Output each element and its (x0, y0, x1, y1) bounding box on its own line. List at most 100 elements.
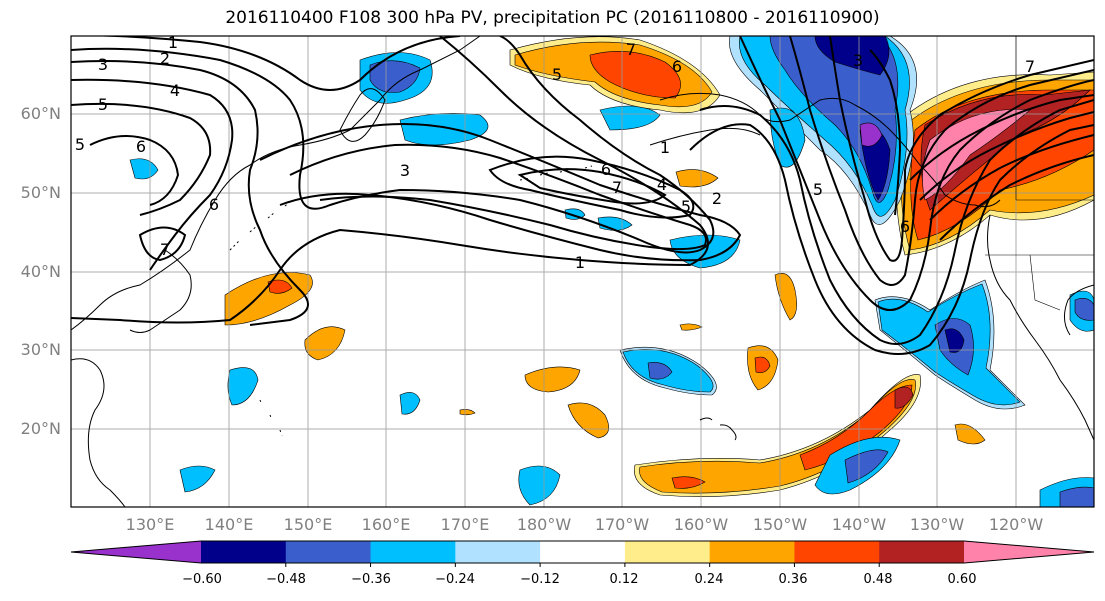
colorbar-tick-label: −0.36 (351, 572, 391, 587)
contour-label: 3 (400, 161, 410, 180)
contour-label: 4 (170, 81, 180, 100)
shade-positive-band (639, 379, 916, 494)
lon-label-120w: 120°W (988, 515, 1044, 534)
lat-label-20n: 20°N (20, 419, 61, 438)
pv-contour-ridge-1 (909, 94, 1094, 181)
shade-negative-sw-1 (227, 367, 259, 406)
coast-kuril (229, 199, 293, 251)
lon-label-180w: 180°W (516, 515, 572, 534)
map-frame (70, 35, 1095, 508)
pv-contour-jet-2 (289, 143, 707, 251)
shade-positive-max (922, 109, 1031, 201)
contour-label: 6 (900, 217, 910, 236)
shade-negative-south-1 (518, 465, 561, 506)
pv-contour-trough-1 (739, 36, 1094, 311)
colorbar-segment (709, 541, 795, 563)
lat-label-60n: 60°N (20, 104, 61, 123)
precip-shading (129, 36, 1094, 507)
contour-label: 1 (168, 33, 178, 52)
colorbar-extend-high (964, 541, 1094, 563)
contour-label: 5 (681, 197, 691, 216)
shade-negative-se-2 (1059, 486, 1094, 507)
contour-label: 4 (657, 175, 667, 194)
contour-label: 7 (626, 40, 636, 59)
contour-label: 2 (160, 49, 170, 68)
colorbar (70, 540, 1095, 567)
lon-label-160w: 160°W (673, 515, 729, 534)
contour-label: 7 (612, 178, 622, 197)
lon-label-140e: 140°E (204, 515, 254, 534)
shade-positive-small-jet (675, 169, 719, 188)
contour-label: 3 (853, 51, 863, 70)
colorbar-outline (70, 540, 1095, 564)
shade-negative-east-dark (944, 328, 965, 353)
shade-negative-east-2b (1074, 298, 1094, 321)
lon-label-150w: 150°W (752, 515, 808, 534)
colorbar-segment (370, 541, 456, 563)
pv-contour-trough-4 (869, 49, 902, 216)
contour-label: 7 (160, 240, 170, 259)
contour-label: 6 (672, 57, 682, 76)
shade-negative-hawaii-dark (647, 362, 673, 380)
contour-label: 5 (75, 135, 85, 154)
pv-contour-4 (71, 78, 234, 271)
colorbar-tick-label: −0.60 (182, 572, 222, 587)
pv-contour-jet-1 (259, 123, 742, 262)
contour-label: 2 (712, 189, 722, 208)
lon-label-130e: 130°E (125, 515, 175, 534)
lat-label-40n: 40°N (20, 262, 61, 281)
shade-positive-band-dark (894, 386, 914, 409)
coast-hawaii (699, 417, 737, 441)
lon-label-170e: 170°E (440, 515, 490, 534)
lon-label-160e: 160°E (361, 515, 411, 534)
shade-positive-central-1 (524, 366, 581, 393)
lon-label-150e: 150°E (283, 515, 333, 534)
colorbar-segment (201, 541, 287, 563)
shade-negative-west (129, 158, 159, 180)
contour-label: 6 (136, 137, 146, 156)
shade-positive-small-3 (679, 323, 703, 331)
contour-label: 6 (209, 195, 219, 214)
colorbar-tick-label: 0.60 (947, 572, 977, 587)
pv-contour-ridge-2 (919, 111, 1094, 201)
pv-contour-trough-6 (689, 123, 1094, 355)
contour-label: 1 (575, 253, 585, 272)
colorbar-tick-label: 0.12 (609, 572, 639, 587)
pv-contour-2 (71, 36, 715, 254)
colorbar-tick-label: 0.36 (778, 572, 808, 587)
lat-label-50n: 50°N (20, 183, 61, 202)
pv-contour-7 (138, 226, 187, 262)
map-title: 2016110400 F108 300 hPa PV, precipitatio… (225, 8, 880, 28)
contour-label: 6 (601, 160, 611, 179)
contour-labels: 1 2 3 4 5 6 5 6 7 3 7 6 5 6 7 4 5 2 1 1 … (75, 33, 1035, 272)
coast-japan (129, 249, 192, 333)
pv-contour-6 (89, 135, 180, 206)
lon-label-140w: 140°W (831, 515, 887, 534)
colorbar-segment (794, 541, 880, 563)
contour-label: 7 (1025, 57, 1035, 76)
pv-contour-trough-5 (699, 99, 1094, 345)
pv-contour-3 (71, 60, 309, 326)
contour-label: 5 (98, 95, 108, 114)
colorbar-segment (540, 541, 626, 563)
pv-contour-1 (71, 36, 709, 324)
shade-positive-west-1b (267, 279, 293, 294)
colorbar-tick-label: 0.48 (863, 572, 893, 587)
pv-contour-5 (71, 102, 212, 216)
colorbar-segment (879, 541, 965, 563)
lat-label-30n: 30°N (20, 340, 61, 359)
pv-contour-jet-4 (517, 168, 667, 205)
pv-contour-jet-3 (488, 155, 695, 219)
pv-contour-ridge-4 (939, 154, 1094, 241)
colorbar-tick-label: −0.12 (520, 572, 560, 587)
pv-contours (71, 36, 1094, 355)
shade-positive-east-1b (754, 356, 771, 374)
shade-negative-kamchatka-2 (369, 60, 421, 93)
coast-asia (71, 36, 481, 331)
coast-islands (259, 399, 283, 437)
colorbar-segment (624, 541, 711, 563)
contour-label: 5 (552, 65, 562, 84)
lon-label-170w: 170°W (594, 515, 650, 534)
colorbar-segment (285, 541, 372, 563)
colorbar-tick-label: −0.48 (266, 572, 306, 587)
